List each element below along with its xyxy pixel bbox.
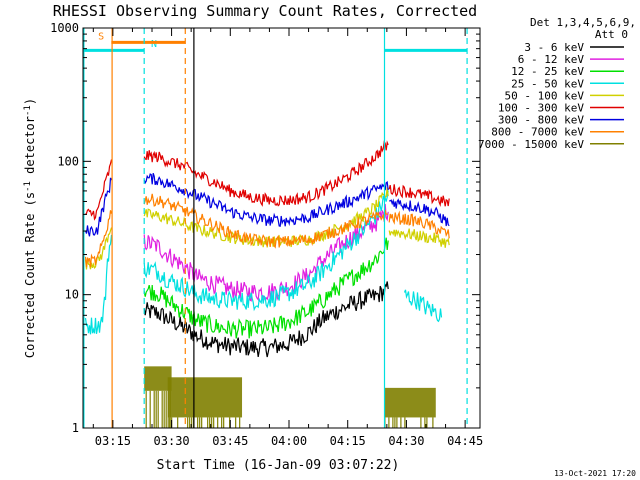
x-tick-label: 03:45 [212, 434, 248, 448]
timestamp: 13-Oct-2021 17:20 [554, 469, 636, 478]
y-axis-label-superscript: -1 [23, 181, 33, 192]
annotation-marker: S [98, 31, 104, 42]
series-line [84, 177, 113, 237]
y-axis-label-part: detector [23, 116, 37, 181]
legend-label: 800 - 7000 keV [491, 126, 584, 139]
series-300-800-kev [84, 173, 450, 237]
legend-label: 300 - 800 keV [498, 114, 584, 127]
series-line [388, 228, 450, 248]
y-tick-label: 1000 [50, 21, 79, 35]
legend-label: 7000 - 15000 keV [478, 138, 584, 151]
axes: 1 10 100 1000 03:15 03:30 03:45 04:00 04:15 04:30… [50, 21, 483, 448]
series-line [143, 281, 389, 358]
plot-background [83, 28, 480, 428]
series-line [403, 289, 443, 323]
legend-label: 3 - 6 keV [524, 41, 584, 54]
legend-label: 6 - 12 keV [518, 53, 585, 66]
x-tick-label: 03:30 [154, 434, 190, 448]
annotation-marker: N [151, 39, 157, 50]
legend-label: 100 - 300 keV [498, 102, 584, 115]
series-line [84, 210, 113, 268]
x-tick-label: 03:15 [95, 434, 131, 448]
series-line [143, 190, 389, 312]
x-tick-label: 04:15 [330, 434, 366, 448]
series-line [84, 234, 113, 335]
series-line [389, 198, 450, 227]
series-3-6-kev [143, 281, 389, 358]
y-axis-label: Corrected Count Rate (s-1 detector-1) [23, 98, 37, 358]
legend-header-att: Att 0 [595, 28, 628, 41]
series-block [167, 377, 243, 418]
y-axis-label-part: Corrected Count Rate (s [23, 192, 37, 358]
y-tick-label: 1 [72, 421, 79, 435]
series-25-50-kev [84, 190, 443, 335]
plot-area: SN [83, 28, 480, 428]
y-axis-label-superscript: -1 [23, 105, 33, 116]
y-tick-label: 100 [57, 154, 79, 168]
series-line [388, 210, 450, 239]
series-block [384, 387, 436, 418]
chart-title: RHESSI Observing Summary Count Rates, Co… [53, 2, 477, 20]
series-block [144, 366, 172, 391]
y-tick-label: 10 [65, 288, 79, 302]
x-tick-label: 04:30 [388, 434, 424, 448]
legend-label: 25 - 50 keV [511, 77, 584, 90]
series-100-300-kev [85, 140, 450, 221]
series-line [388, 184, 450, 207]
y-axis-label-part: ) [23, 98, 37, 105]
x-tick-label: 04:45 [447, 434, 483, 448]
legend-header: Det 1,3,4,5,6,9, [530, 16, 636, 29]
series-line [143, 140, 389, 207]
legend-label: 50 - 100 keV [505, 89, 585, 102]
series-line [143, 173, 389, 227]
series-line [85, 159, 113, 221]
legend-label: 12 - 25 keV [511, 65, 584, 78]
series-7000-15000-kev [144, 366, 436, 428]
plot-frame [82, 27, 481, 429]
x-axis-label: Start Time (16-Jan-09 03:07:22) [157, 458, 400, 473]
x-tick-label: 04:00 [271, 434, 307, 448]
